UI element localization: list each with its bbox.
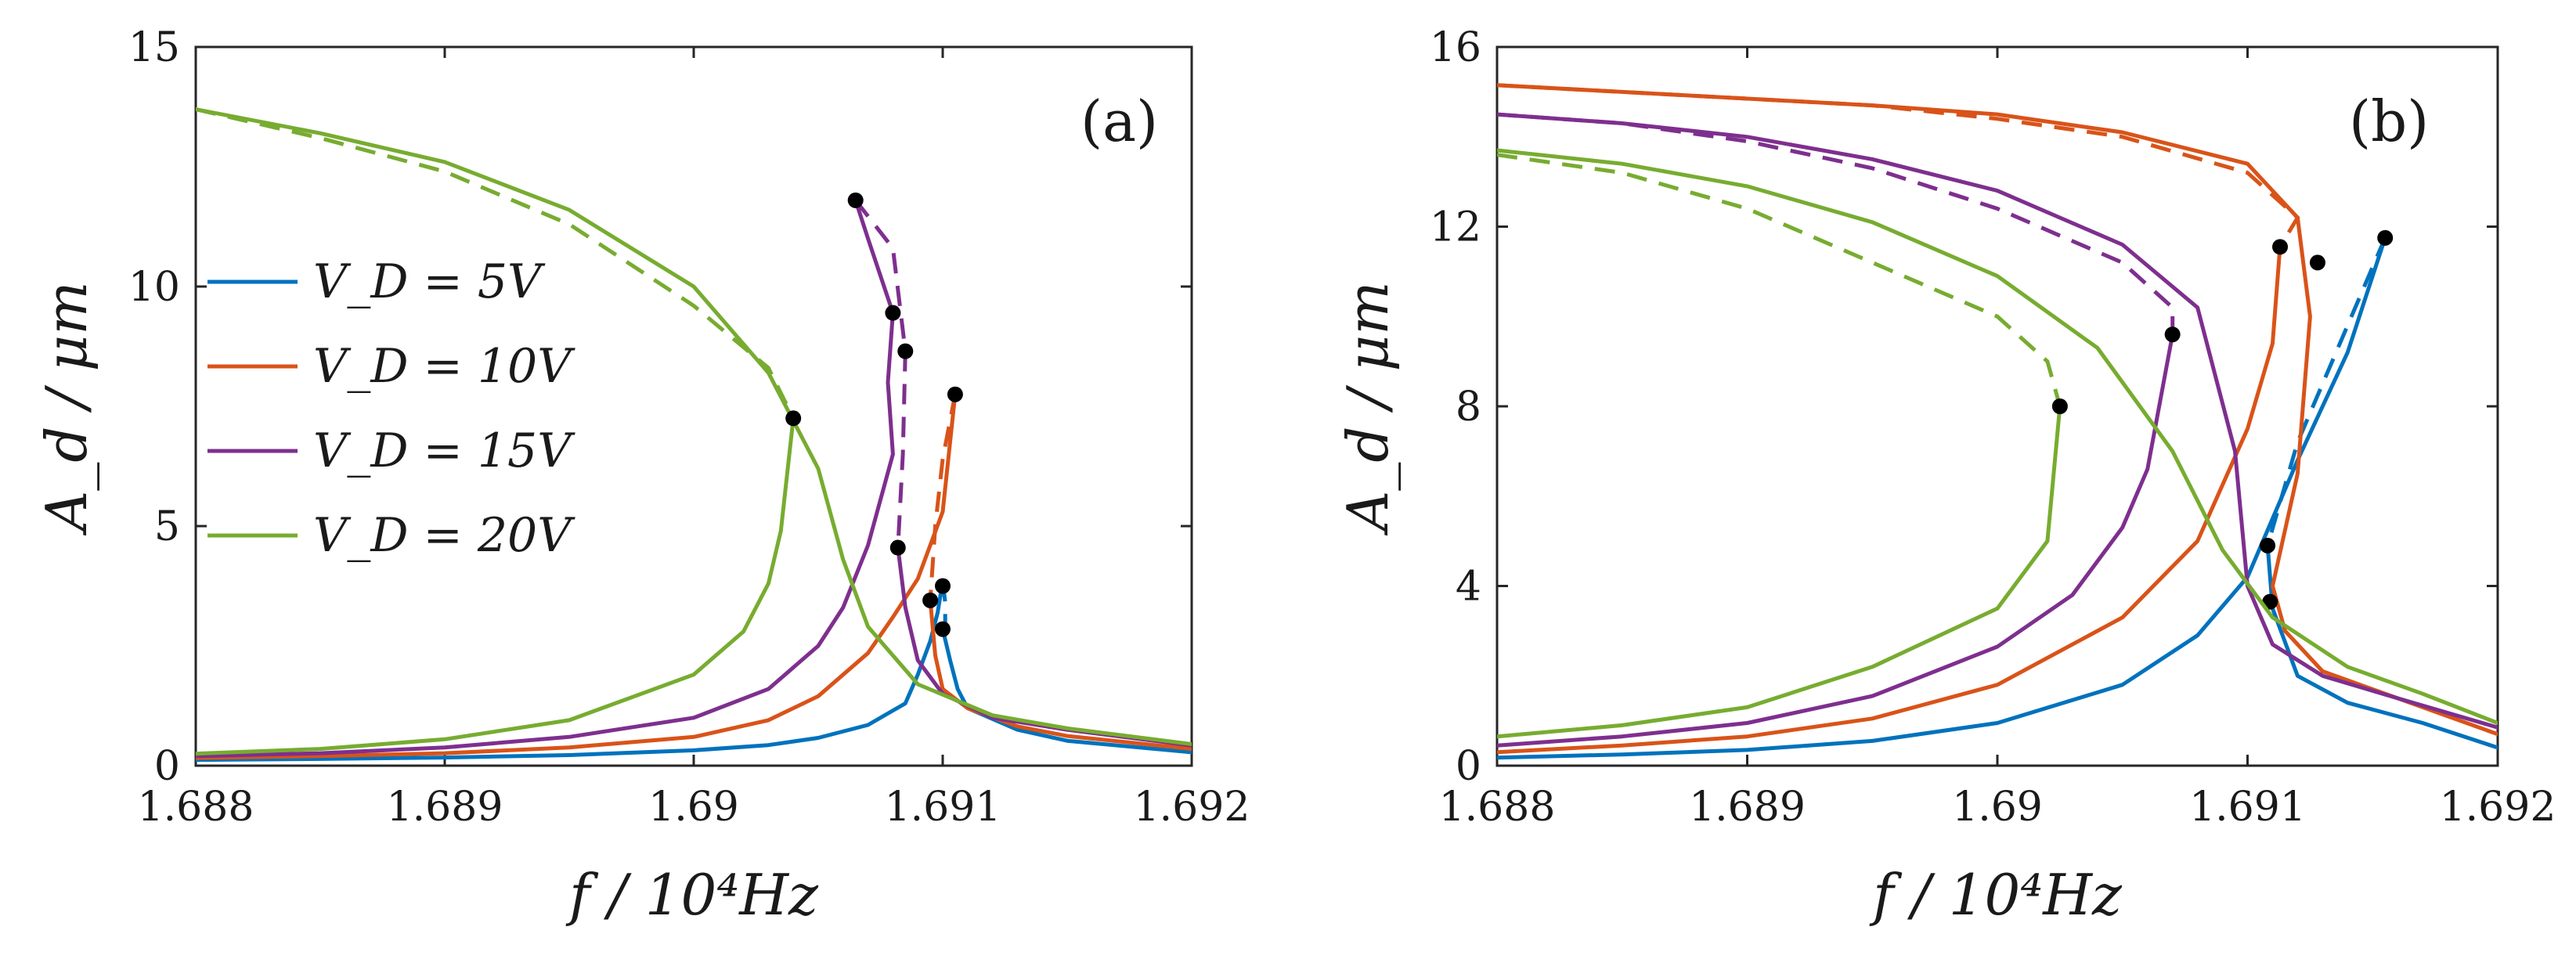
x-tick-label: 1.688	[1439, 784, 1556, 831]
bifurcation-point	[2377, 229, 2394, 246]
y-tick-label: 0	[1456, 743, 1481, 790]
x-tick-label: 1.689	[387, 784, 503, 831]
bifurcation-point	[889, 539, 906, 556]
legend-label: V_D = 20V	[313, 508, 575, 563]
series-5v-stable-line	[196, 579, 945, 763]
y-tick-label: 12	[1430, 204, 1481, 251]
x-tick-label: 1.688	[138, 784, 254, 831]
bifurcation-point	[885, 305, 901, 321]
bifurcation-point	[2272, 239, 2289, 255]
axes-box	[1495, 45, 2499, 767]
y-axis-title: A_d / μm	[34, 281, 99, 535]
bifurcation-point	[2309, 254, 2325, 271]
series-20v-unstable-line	[196, 107, 796, 420]
bifurcation-point	[922, 592, 939, 608]
x-tick-label: 1.691	[885, 784, 1001, 831]
series-5v-stable-line	[940, 627, 1192, 755]
y-tick-label: 8	[1456, 384, 1481, 431]
series-20v-stable-line	[1497, 148, 2498, 725]
bifurcation-point	[947, 386, 963, 402]
y-tick-label: 16	[1430, 24, 1481, 71]
legend-label: V_D = 15V	[313, 424, 575, 478]
series-20v-stable-line	[196, 107, 1192, 746]
x-tick-label: 1.691	[2189, 784, 2306, 831]
series-10v-unstable-line	[1497, 83, 2300, 248]
plot-area	[1497, 83, 2498, 760]
y-tick-label: 4	[1456, 564, 1481, 611]
x-axis-title: f / 10⁴Hz	[565, 862, 819, 928]
legend-label: V_D = 10V	[313, 339, 575, 394]
bifurcation-point	[2051, 398, 2068, 414]
panel-b: 1.688 1.689 1.69 1.691 1.692 0 4 8 12 16 f / 10⁴Hz…	[1335, 24, 2556, 928]
series-15v-stable-line	[896, 546, 1192, 748]
series-10v-stable-line	[928, 598, 1192, 752]
x-axis-title: f / 10⁴Hz	[1869, 862, 2123, 928]
bifurcation-point	[935, 578, 951, 594]
y-tick-label: 0	[154, 743, 180, 790]
bifurcation-point	[897, 343, 914, 359]
series-10v-stable-line	[1497, 83, 2498, 737]
panel-label: (b)	[2349, 88, 2429, 154]
series-20v-stable-line	[196, 416, 796, 756]
plot-area	[196, 107, 1192, 763]
bifurcation-point	[785, 410, 802, 427]
series-10v-stable-line	[1497, 244, 2282, 755]
series-5v-stable-line	[1497, 236, 2387, 760]
y-tick-label: 10	[128, 264, 180, 311]
series-10v-stable-line	[196, 392, 958, 760]
x-tick-label: 1.69	[1952, 784, 2043, 831]
panel-label: (a)	[1081, 88, 1158, 154]
bifurcation-point	[2260, 537, 2276, 554]
bifurcation-point	[2164, 326, 2181, 343]
bifurcation-point	[847, 192, 864, 208]
x-tick-label: 1.69	[648, 784, 739, 831]
y-tick-label: 5	[154, 503, 180, 550]
panel-a: 1.688 1.689 1.69 1.691 1.692 0 5 10 15 f / 10⁴Hz A…	[34, 24, 1250, 928]
series-5v-unstable-line	[2265, 236, 2387, 546]
series-15v-stable-line	[1497, 332, 2175, 748]
bifurcation-point	[935, 621, 951, 637]
series-20v-stable-line	[1497, 404, 2062, 739]
series-20v-unstable-line	[1497, 153, 2062, 407]
series-10v-unstable-line	[928, 394, 958, 601]
x-tick-label: 1.689	[1689, 784, 1806, 831]
series-15v-stable-line	[196, 198, 895, 759]
legend: V_D = 5V V_D = 10V V_D = 15V V_D = 20V	[207, 254, 575, 563]
series-15v-stable-line	[1497, 112, 2498, 730]
y-axis-title: A_d / μm	[1335, 281, 1401, 535]
x-tick-label: 1.692	[1134, 784, 1250, 831]
x-tick-label: 1.692	[2440, 784, 2556, 831]
legend-label: V_D = 5V	[313, 254, 546, 309]
axes-box	[194, 45, 1193, 767]
y-tick-label: 15	[128, 24, 180, 71]
series-15v-unstable-line	[1497, 112, 2175, 335]
